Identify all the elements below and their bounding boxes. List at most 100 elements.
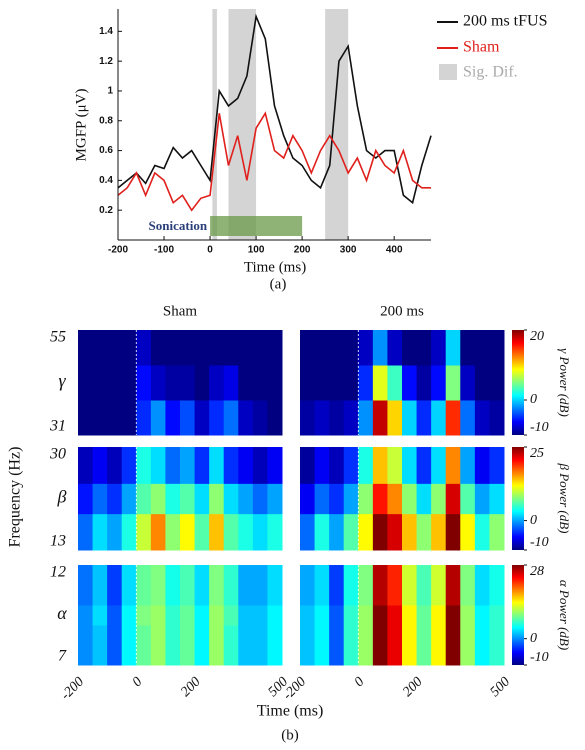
heatmap-cell — [136, 400, 152, 436]
heatmap-cell — [121, 330, 137, 366]
heatmap-cell — [107, 605, 123, 626]
heatmap-cell — [445, 400, 461, 436]
heatmap-cell — [314, 365, 330, 401]
heatmap-cell — [402, 513, 418, 551]
heatmap-cell — [387, 513, 403, 551]
heatmap-cell — [300, 625, 316, 666]
heatmap-cell — [150, 565, 166, 606]
heatmap-cell — [314, 483, 330, 515]
band-label: γ — [58, 371, 66, 391]
y-tick-label: 0.8 — [99, 115, 113, 126]
heatmap-cell — [474, 565, 490, 606]
heatmap-cell — [489, 565, 505, 606]
colorbar-tick-label: 0 — [530, 513, 537, 528]
heatmap-cell — [300, 365, 316, 401]
x-tick-label: -200 — [108, 245, 128, 256]
x-tick-label: 500 — [488, 674, 513, 699]
heatmap-cell — [445, 447, 461, 484]
heatmap-cell — [460, 400, 476, 436]
heatmap-cell — [460, 365, 476, 401]
legend-label: Sig. Dif. — [463, 64, 518, 81]
legend-label: 200 ms tFUS — [463, 13, 547, 30]
heatmap-cell — [343, 625, 359, 666]
colorbar-label: β Power (dB) — [557, 462, 572, 533]
x-tick-label: 0 — [352, 674, 368, 690]
colorbar — [512, 447, 524, 550]
heatmap-cell — [329, 565, 345, 606]
heatmap-cell — [223, 483, 239, 515]
heatmap-cell — [121, 565, 137, 606]
heatmap-cell — [252, 447, 268, 484]
heatmap-cell — [474, 605, 490, 626]
heatmap-cell — [314, 625, 330, 666]
band-label: α — [57, 603, 67, 623]
heatmap-cell — [343, 513, 359, 551]
heatmap-cell — [238, 605, 254, 626]
column-title: 200 ms — [380, 303, 424, 319]
heatmap-cell — [329, 483, 345, 515]
x-tick-label: 300 — [340, 245, 357, 256]
heatmap-cell — [300, 605, 316, 626]
colorbar-tick-label: -10 — [530, 420, 549, 435]
heatmap-cell — [267, 513, 283, 551]
heatmap-cell — [387, 365, 403, 401]
heatmap-cell — [150, 605, 166, 626]
heatmap-cell — [416, 513, 432, 551]
heatmap-cell — [372, 365, 388, 401]
x-tick-label: 200 — [178, 674, 203, 699]
heatmap-cell — [238, 365, 254, 401]
heatmap-cell — [474, 625, 490, 666]
caption: (b) — [281, 727, 299, 743]
heatmap-cell — [150, 400, 166, 436]
heatmap-cell — [358, 625, 374, 666]
heatmap-cell — [329, 330, 345, 366]
heatmap-cell — [300, 400, 316, 436]
heatmap-cell — [121, 483, 137, 515]
heatmap-cell — [460, 565, 476, 606]
heatmap-cell — [194, 400, 210, 436]
heatmap-cell — [252, 565, 268, 606]
heatmap-cell — [252, 513, 268, 551]
x-tick-label: 400 — [386, 245, 403, 256]
y-tick-label: 1 — [107, 86, 113, 97]
heatmap-cell — [136, 365, 152, 401]
heatmap-cell — [372, 447, 388, 484]
heatmap-cell — [489, 365, 505, 401]
heatmap-cell — [180, 330, 196, 366]
heatmap-cell — [489, 483, 505, 515]
colorbar-tick-label: -10 — [530, 535, 549, 550]
heatmap-cell — [136, 447, 152, 484]
heatmap-cell — [223, 330, 239, 366]
heatmap-cell — [121, 400, 137, 436]
heatmap-cell — [329, 400, 345, 436]
heatmap-cell — [194, 365, 210, 401]
heatmap-cell — [180, 365, 196, 401]
heatmap-cell — [180, 565, 196, 606]
heatmap-cell — [431, 565, 447, 606]
heatmap-cell — [343, 330, 359, 366]
heatmap-cell — [238, 330, 254, 366]
heatmap-cell — [489, 513, 505, 551]
heatmap-cell — [300, 483, 316, 515]
heatmap-cell — [165, 625, 181, 666]
sig-region — [212, 9, 217, 240]
heatmap-cell — [209, 565, 225, 606]
heatmap-cell — [180, 605, 196, 626]
heatmap-cell — [358, 365, 374, 401]
heatmap-cell — [474, 365, 490, 401]
heatmap-cell — [180, 625, 196, 666]
y-tick-label: 0.6 — [99, 145, 113, 156]
heatmap-cell — [194, 483, 210, 515]
heatmap-cell — [78, 400, 94, 436]
colorbar-label: α Power (dB) — [557, 580, 572, 650]
heatmap-cell — [267, 605, 283, 626]
heatmap-cell — [431, 625, 447, 666]
colorbar-tick-label: 0 — [530, 392, 537, 407]
heatmap-cell — [136, 483, 152, 515]
y-tick-label: 7 — [58, 648, 67, 665]
colorbar-label: γ Power (dB) — [557, 348, 572, 417]
heatmap-cell — [209, 400, 225, 436]
heatmap-cell — [150, 625, 166, 666]
heatmap-cell — [300, 447, 316, 484]
